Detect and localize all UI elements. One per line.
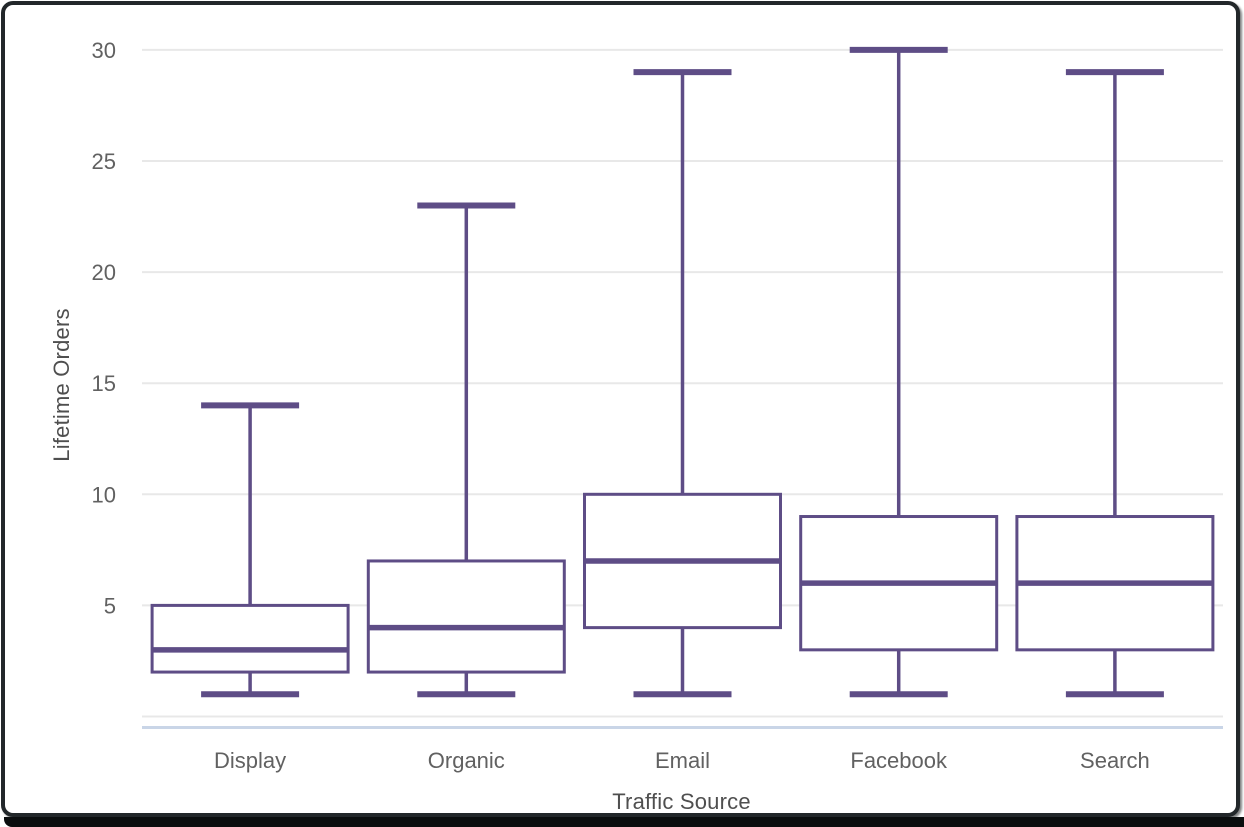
boxplot-organic[interactable] <box>366 202 566 698</box>
boxplot-facebook[interactable] <box>799 46 999 698</box>
y-tick-label-15: 15 <box>92 371 116 396</box>
plot-area: 5 10 15 20 25 30 Display Organic Email Facebook Se… <box>92 38 1223 773</box>
y-tick-label-25: 25 <box>92 149 116 174</box>
y-tick-label-5: 5 <box>104 593 116 618</box>
x-axis-title: Traffic Source <box>612 789 751 814</box>
boxplot-display[interactable] <box>150 402 350 698</box>
boxplot-email[interactable] <box>583 69 782 698</box>
y-tick-label-30: 30 <box>92 38 116 63</box>
y-axis-title: Lifetime Orders <box>49 308 74 462</box>
boxplot-search[interactable] <box>1015 69 1215 698</box>
x-category-label-organic: Organic <box>428 748 505 773</box>
iqr-box <box>366 559 566 674</box>
y-tick-label-20: 20 <box>92 260 116 285</box>
x-category-label-search: Search <box>1080 748 1150 773</box>
x-category-label-facebook: Facebook <box>850 748 948 773</box>
screen-bottom-edge <box>4 817 1244 827</box>
iqr-box <box>150 603 350 674</box>
x-category-label-display: Display <box>214 748 286 773</box>
x-category-label-email: Email <box>655 748 710 773</box>
y-tick-label-10: 10 <box>92 482 116 507</box>
